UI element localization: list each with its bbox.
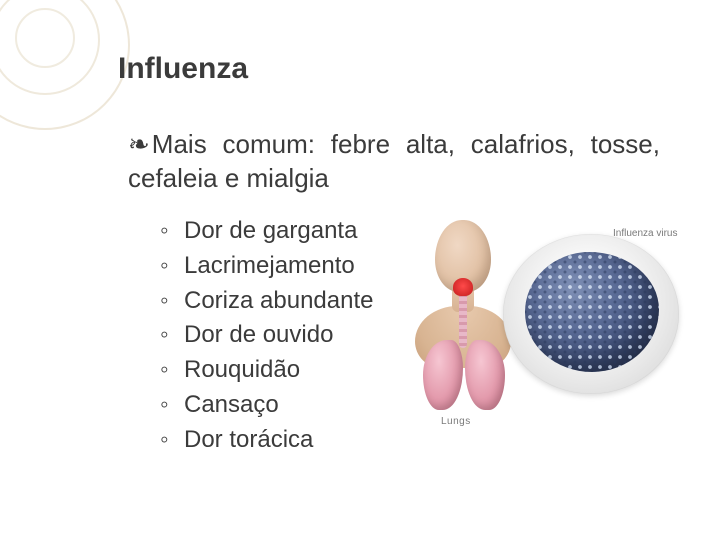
main-bullet-text: Mais comum: febre alta, calafrios, tosse… — [128, 129, 660, 193]
main-bullet: ❧Mais comum: febre alta, calafrios, toss… — [128, 128, 660, 196]
sub-bullet-icon: ◦ — [160, 353, 184, 388]
illustration: Lungs Influenza virus — [395, 210, 685, 460]
list-item: ◦Coriza abundante — [160, 284, 373, 319]
sub-bullet-icon: ◦ — [160, 214, 184, 249]
bullet-icon: ❧ — [128, 129, 150, 159]
list-item: ◦Cansaço — [160, 388, 373, 423]
symptom-list: ◦Dor de garganta ◦Lacrimejamento ◦Coriza… — [160, 214, 373, 458]
list-item-text: Dor de ouvido — [184, 318, 333, 353]
list-item-text: Cansaço — [184, 388, 279, 423]
throat-highlight-icon — [453, 278, 473, 296]
virus-label: Influenza virus — [613, 228, 677, 239]
list-item: ◦Dor torácica — [160, 423, 373, 458]
list-item: ◦Lacrimejamento — [160, 249, 373, 284]
sub-bullet-icon: ◦ — [160, 423, 184, 458]
slide-title: Influenza — [118, 52, 248, 86]
lungs-label: Lungs — [441, 416, 471, 427]
lung-left-icon — [423, 340, 463, 410]
virus-inset: Influenza virus — [503, 228, 683, 403]
sub-bullet-icon: ◦ — [160, 388, 184, 423]
trachea-icon — [459, 290, 467, 348]
sub-bullet-icon: ◦ — [160, 249, 184, 284]
list-item-text: Lacrimejamento — [184, 249, 355, 284]
list-item: ◦Dor de ouvido — [160, 318, 373, 353]
list-item-text: Dor torácica — [184, 423, 313, 458]
list-item: ◦Rouquidão — [160, 353, 373, 388]
virus-icon — [525, 252, 659, 372]
list-item: ◦Dor de garganta — [160, 214, 373, 249]
list-item-text: Coriza abundante — [184, 284, 373, 319]
sub-bullet-icon: ◦ — [160, 284, 184, 319]
list-item-text: Rouquidão — [184, 353, 300, 388]
sub-bullet-icon: ◦ — [160, 318, 184, 353]
list-item-text: Dor de garganta — [184, 214, 357, 249]
